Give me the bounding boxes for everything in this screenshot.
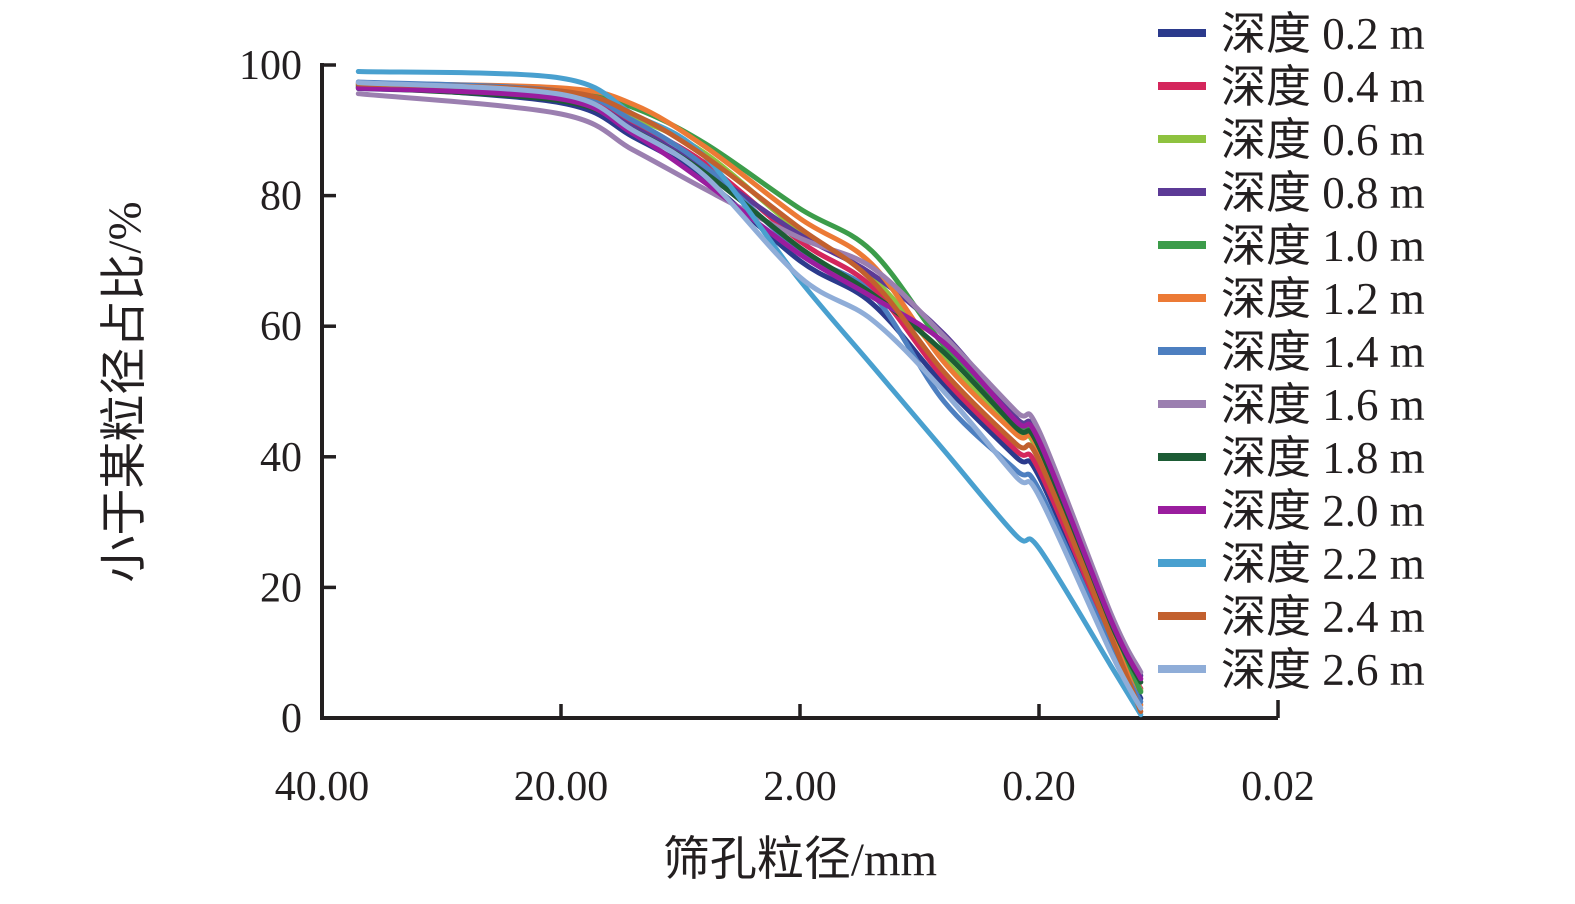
- legend-item: 深度 1.6 m: [1158, 380, 1425, 430]
- legend-item: 深度 2.6 m: [1158, 645, 1425, 695]
- legend-label: 深度 1.8 m: [1221, 433, 1425, 483]
- y-tick-label: 20: [260, 565, 302, 611]
- curve-series: [355, 69, 1144, 718]
- legend-label: 深度 1.2 m: [1221, 274, 1425, 324]
- y-axis-title: 小于某粒径占比/%: [99, 201, 151, 582]
- legend: 深度 0.2 m深度 0.4 m深度 0.6 m深度 0.8 m深度 1.0 m…: [1158, 9, 1425, 695]
- legend-item: 深度 0.4 m: [1158, 62, 1425, 112]
- curve-深度-2.6-m: [355, 80, 1144, 711]
- y-tick-label: 60: [260, 304, 302, 350]
- tick-labels: 0 20 40 60 80 100 40.00 20.00 2.00 0.20 0.02: [239, 43, 1315, 810]
- legend-label: 深度 0.4 m: [1221, 62, 1425, 112]
- legend-label: 深度 1.0 m: [1221, 221, 1425, 271]
- curve-深度-2.4-m: [355, 81, 1144, 714]
- legend-label: 深度 2.2 m: [1221, 539, 1425, 589]
- legend-item: 深度 1.8 m: [1158, 433, 1425, 483]
- legend-item: 深度 0.8 m: [1158, 168, 1425, 218]
- legend-label: 深度 0.6 m: [1221, 115, 1425, 165]
- x-tick-label: 0.02: [1241, 764, 1315, 810]
- legend-item: 深度 2.4 m: [1158, 592, 1425, 642]
- legend-item: 深度 1.0 m: [1158, 221, 1425, 271]
- legend-item: 深度 1.2 m: [1158, 274, 1425, 324]
- axes: [320, 63, 1280, 720]
- legend-label: 深度 2.0 m: [1221, 486, 1425, 536]
- legend-item: 深度 0.2 m: [1158, 9, 1425, 59]
- x-tick-label: 40.00: [275, 764, 370, 810]
- legend-label: 深度 1.4 m: [1221, 327, 1425, 377]
- y-tick-label: 40: [260, 435, 302, 481]
- axis-lines: [320, 63, 1278, 720]
- legend-label: 深度 1.6 m: [1221, 380, 1425, 430]
- legend-item: 深度 2.2 m: [1158, 539, 1425, 589]
- legend-item: 深度 0.6 m: [1158, 115, 1425, 165]
- curve-深度-1.0-m: [355, 82, 1144, 695]
- legend-label: 深度 2.4 m: [1221, 592, 1425, 642]
- x-axis-title: 筛孔粒径/mm: [663, 834, 937, 886]
- curve-深度-1.6-m: [355, 91, 1144, 675]
- legend-label: 深度 0.8 m: [1221, 168, 1425, 218]
- curve-深度-2.2-m: [355, 69, 1144, 718]
- x-tick-label: 20.00: [514, 764, 609, 810]
- legend-item: 深度 1.4 m: [1158, 327, 1425, 377]
- y-tick-label: 80: [260, 174, 302, 220]
- y-tick-label: 100: [239, 43, 302, 89]
- curve-深度-2.0-m: [355, 85, 1144, 682]
- y-tick-label: 0: [281, 696, 302, 742]
- legend-label: 深度 2.6 m: [1221, 645, 1425, 695]
- x-tick-label: 2.00: [763, 764, 837, 810]
- legend-item: 深度 2.0 m: [1158, 486, 1425, 536]
- x-tick-label: 0.20: [1002, 764, 1076, 810]
- legend-label: 深度 0.2 m: [1221, 9, 1425, 59]
